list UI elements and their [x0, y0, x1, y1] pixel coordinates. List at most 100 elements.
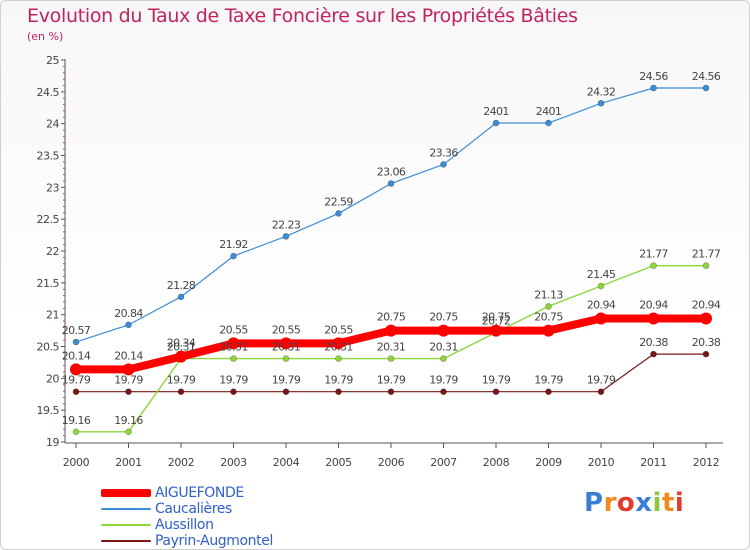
data-label: 20.38: [639, 336, 668, 349]
data-label: 21.77: [639, 248, 668, 261]
data-point: [282, 355, 290, 362]
data-label: 20.34: [167, 337, 196, 350]
proxiti-logo: Proxiti: [584, 488, 684, 518]
logo-letter: P: [584, 488, 604, 518]
data-label: 20.75: [429, 311, 458, 324]
data-point: [227, 337, 240, 350]
x-tick-label: 2009: [535, 456, 562, 469]
data-point: [385, 324, 397, 337]
data-label: 20.75: [377, 311, 406, 324]
data-label: 19.79: [62, 374, 91, 387]
x-tick-label: 2004: [273, 456, 300, 469]
data-label: 20.38: [692, 336, 721, 349]
data-point: [125, 388, 132, 396]
data-label: 22.59: [324, 195, 353, 208]
logo-letter: x: [635, 488, 653, 518]
data-label: 19.79: [272, 374, 301, 387]
data-label: 22.23: [272, 218, 301, 231]
data-point: [650, 262, 657, 269]
data-label: 19.79: [324, 374, 353, 387]
y-tick-label: 24: [46, 118, 59, 131]
data-label: 20.14: [114, 349, 143, 362]
data-label: 20.31: [167, 341, 196, 354]
data-point: [542, 324, 555, 337]
data-point: [72, 388, 80, 396]
x-tick-label: 2007: [430, 456, 457, 469]
data-label: 24.56: [639, 70, 668, 83]
logo-letter: i: [652, 488, 662, 518]
data-label: 20.55: [219, 323, 248, 336]
x-tick-label: 2005: [325, 456, 352, 469]
data-point: [280, 337, 292, 350]
data-label: 20.31: [429, 341, 458, 354]
data-point: [492, 119, 500, 127]
y-tick-label: 23.5: [37, 150, 60, 163]
y-tick-label: 20: [46, 372, 59, 385]
data-point: [175, 350, 187, 363]
x-tick-label: 2008: [483, 456, 510, 469]
y-tick-label: 22: [46, 245, 59, 258]
data-point: [72, 428, 80, 436]
logo-letter: t: [661, 488, 675, 518]
x-tick-label: 2006: [378, 456, 405, 469]
data-point: [387, 388, 395, 396]
data-point: [230, 355, 237, 362]
y-tick-label: 19: [46, 436, 59, 449]
data-label: 20.55: [324, 323, 353, 336]
data-point: [702, 262, 710, 269]
y-tick-label: 21: [46, 309, 59, 322]
data-label: 21.77: [692, 248, 721, 261]
y-tick-label: 24.5: [37, 86, 60, 99]
data-point: [177, 293, 185, 301]
data-label: 2401: [483, 105, 509, 118]
data-point: [125, 321, 132, 329]
data-point: [387, 180, 395, 187]
data-point: [597, 388, 605, 396]
data-point: [387, 355, 395, 362]
x-tick-label: 2011: [640, 456, 666, 469]
data-label: 20.94: [692, 298, 721, 311]
data-label: 21.45: [587, 268, 616, 281]
data-label: 21.92: [219, 238, 248, 251]
data-point: [335, 210, 342, 217]
data-label: 20.84: [114, 307, 143, 320]
data-label: 2401: [536, 105, 562, 118]
y-tick-label: 20.5: [37, 341, 60, 354]
data-label: 20.31: [219, 341, 248, 354]
data-point: [650, 84, 657, 92]
data-point: [122, 363, 135, 376]
logo-letter: r: [603, 488, 617, 518]
data-point: [597, 99, 605, 107]
x-tick-label: 2002: [168, 456, 194, 469]
data-point: [230, 252, 237, 260]
x-tick-label: 2012: [693, 456, 719, 469]
data-point: [332, 337, 345, 350]
data-label: 19.79: [114, 374, 143, 387]
data-point: [440, 388, 447, 396]
data-point: [437, 324, 450, 337]
legend-swatch: [101, 508, 151, 510]
data-point: [700, 312, 712, 325]
data-label: 19.16: [114, 414, 143, 427]
legend-label: Aussillon: [155, 517, 214, 533]
data-label: 20.94: [639, 298, 668, 311]
legend-swatch: [101, 524, 151, 526]
data-point: [702, 84, 710, 92]
y-tick-label: 21.5: [37, 277, 60, 290]
data-label: 19.79: [219, 374, 248, 387]
data-point: [125, 428, 132, 436]
data-label: 24.56: [692, 70, 721, 83]
data-point: [650, 350, 657, 358]
x-tick-label: 2003: [220, 456, 247, 469]
data-point: [545, 303, 552, 310]
chart-title: Evolution du Taux de Taxe Foncière sur l…: [27, 5, 578, 27]
data-label: 20.55: [272, 323, 301, 336]
data-point: [440, 161, 447, 168]
data-point: [230, 388, 237, 396]
data-label: 24.32: [587, 85, 616, 98]
data-label: 19.79: [534, 374, 563, 387]
y-tick-label: 22.5: [37, 213, 60, 226]
x-tick-label: 2000: [63, 456, 90, 469]
